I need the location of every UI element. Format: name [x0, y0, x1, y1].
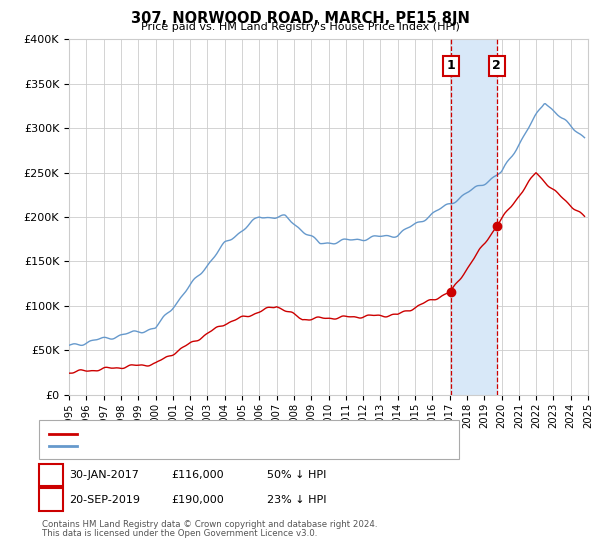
Text: 307, NORWOOD ROAD, MARCH, PE15 8JN: 307, NORWOOD ROAD, MARCH, PE15 8JN — [131, 11, 469, 26]
Text: 307, NORWOOD ROAD, MARCH, PE15 8JN (detached house): 307, NORWOOD ROAD, MARCH, PE15 8JN (deta… — [83, 429, 393, 439]
Text: HPI: Average price, detached house, Fenland: HPI: Average price, detached house, Fenl… — [83, 441, 317, 451]
Text: 1: 1 — [446, 59, 455, 72]
Text: 2: 2 — [47, 493, 55, 506]
Bar — [451, 39, 497, 395]
Text: Price paid vs. HM Land Registry's House Price Index (HPI): Price paid vs. HM Land Registry's House … — [140, 22, 460, 32]
Text: £190,000: £190,000 — [171, 494, 224, 505]
Text: £116,000: £116,000 — [171, 470, 224, 480]
Text: 20-SEP-2019: 20-SEP-2019 — [69, 494, 140, 505]
Text: 23% ↓ HPI: 23% ↓ HPI — [267, 494, 326, 505]
Text: Contains HM Land Registry data © Crown copyright and database right 2024.: Contains HM Land Registry data © Crown c… — [42, 520, 377, 529]
Text: 30-JAN-2017: 30-JAN-2017 — [69, 470, 139, 480]
Text: This data is licensed under the Open Government Licence v3.0.: This data is licensed under the Open Gov… — [42, 529, 317, 538]
Text: 2: 2 — [492, 59, 501, 72]
Text: 50% ↓ HPI: 50% ↓ HPI — [267, 470, 326, 480]
Text: 1: 1 — [47, 468, 55, 482]
